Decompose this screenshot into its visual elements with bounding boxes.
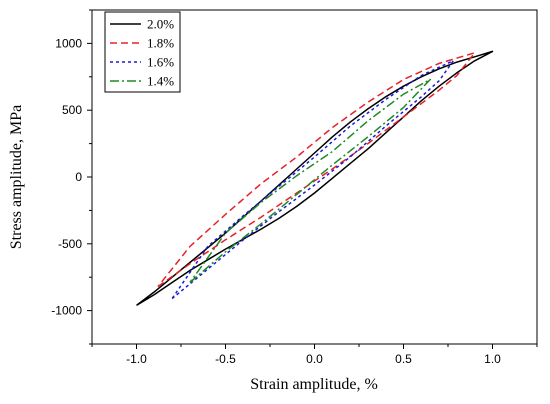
y-tick-label: 0 <box>75 170 82 184</box>
series-line-1-6 <box>171 60 455 300</box>
legend: 2.0% 1.8% 1.6% 1.4% <box>104 11 181 93</box>
x-tick-label: -1.0 <box>126 352 147 366</box>
series-line-1-4 <box>189 78 431 284</box>
legend-label: 2.0% <box>147 17 174 32</box>
series-group <box>136 50 494 306</box>
legend-label: 1.8% <box>147 36 174 51</box>
legend-box <box>104 11 181 93</box>
x-axis-title: Strain amplitude, % <box>250 376 378 393</box>
y-axis-title: Stress amplitude, MPa <box>8 105 25 249</box>
y-tick-label: -500 <box>58 237 82 251</box>
legend-label: 1.6% <box>147 55 174 70</box>
x-tick-label: 1.0 <box>484 352 501 366</box>
x-axis-ticks: -1.0 -0.5 0.0 0.5 1.0 <box>91 344 538 366</box>
legend-label: 1.4% <box>147 74 174 89</box>
series-line-2-0 <box>136 50 494 306</box>
y-tick-label: -1000 <box>51 304 82 318</box>
y-tick-label: 1000 <box>55 36 82 50</box>
x-tick-label: -0.5 <box>215 352 236 366</box>
y-tick-label: 500 <box>62 103 82 117</box>
x-tick-label: 0.0 <box>306 352 323 366</box>
series-line-1-8 <box>157 52 476 288</box>
x-tick-label: 0.5 <box>395 352 412 366</box>
y-axis-ticks: -1000 -500 0 500 1000 <box>51 9 92 345</box>
